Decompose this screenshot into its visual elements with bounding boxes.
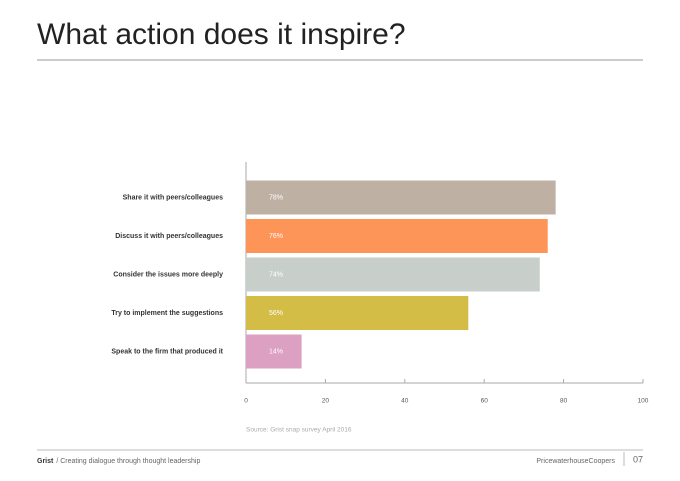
- value-label: 56%: [269, 310, 283, 317]
- category-label: Share it with peers/colleagues: [123, 194, 223, 201]
- bar: [246, 180, 556, 215]
- category-label: Discuss it with peers/colleagues: [115, 233, 223, 240]
- source-note: Source: Grist snap survey April 2016: [246, 427, 352, 434]
- x-tick-label: 40: [401, 398, 409, 405]
- page-number: 07: [633, 454, 643, 464]
- value-label: 78%: [269, 194, 283, 201]
- x-tick-label: 60: [481, 398, 489, 405]
- bar: [246, 334, 302, 369]
- x-tick-label: 100: [638, 398, 649, 405]
- category-label: Consider the issues more deeply: [113, 271, 223, 278]
- footer-left: Grist / Creating dialogue through thought…: [37, 458, 200, 465]
- bar: [246, 296, 469, 330]
- x-tick-label: 0: [244, 398, 248, 405]
- x-tick-label: 80: [560, 398, 568, 405]
- category-label: Speak to the firm that produced it: [111, 348, 223, 355]
- x-tick-label: 20: [322, 398, 330, 405]
- value-label: 74%: [269, 271, 283, 278]
- bar: [246, 257, 540, 292]
- slide-title: What action does it inspire?: [37, 18, 406, 51]
- footer-company: PricewaterhouseCoopers: [536, 458, 615, 465]
- footer-tagline: / Creating dialogue through thought lead…: [56, 458, 200, 465]
- bar: [246, 219, 548, 253]
- footer-brand: Grist: [37, 458, 54, 465]
- value-label: 76%: [269, 233, 283, 240]
- value-label: 14%: [269, 348, 283, 355]
- category-label: Try to implement the suggestions: [111, 310, 223, 317]
